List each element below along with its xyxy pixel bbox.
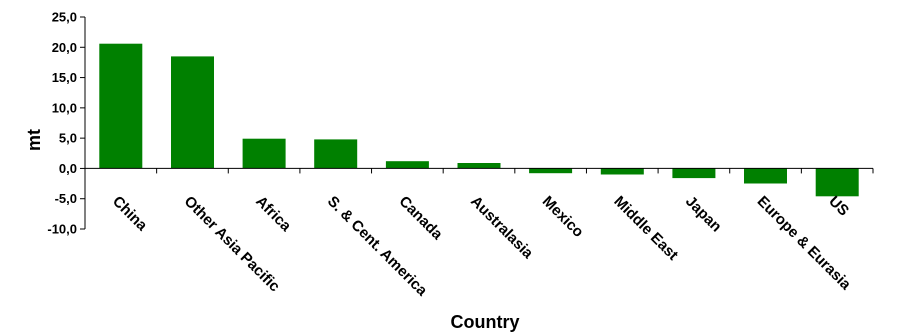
y-tick-label: -10,0: [47, 222, 77, 237]
x-category-label: China: [109, 193, 151, 235]
bar: [171, 56, 214, 168]
bar: [314, 139, 357, 168]
x-category-label: Japan: [682, 193, 725, 236]
bar: [243, 139, 286, 169]
x-category-label: Mexico: [539, 193, 587, 241]
bar: [744, 168, 787, 183]
y-tick-label: 10,0: [52, 100, 77, 115]
y-tick-label: 20,0: [52, 40, 77, 55]
x-category-label: Australasia: [467, 193, 537, 263]
y-axis-ticks: -10,0 -5,0 0,0 5,0 10,0 15,0 20,0 25,0: [47, 10, 85, 237]
bar: [601, 168, 644, 174]
bar: [529, 168, 572, 173]
bar: [672, 168, 715, 178]
y-axis-title: mt: [24, 129, 44, 151]
y-tick-label: -5,0: [55, 191, 77, 206]
bar: [458, 163, 501, 169]
y-tick-label: 5,0: [59, 131, 77, 146]
x-category-label: US: [825, 193, 852, 220]
y-tick-label: 25,0: [52, 10, 77, 25]
x-category-label: Africa: [252, 193, 295, 236]
y-tick-label: 15,0: [52, 70, 77, 85]
bar: [99, 44, 142, 169]
y-tick-label: 0,0: [59, 161, 77, 176]
x-category-label: Canada: [396, 193, 447, 244]
x-category-label: Middle East: [610, 193, 681, 264]
x-axis-title: Country: [451, 312, 520, 332]
bar: [386, 161, 429, 168]
